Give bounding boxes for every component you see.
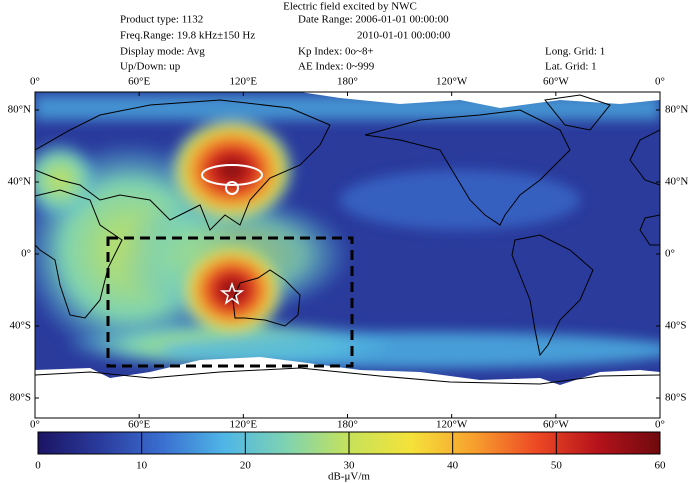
lon-label-top: 60°W — [543, 76, 569, 88]
map-field — [35, 92, 660, 418]
lat-label-left: 40°S — [9, 320, 31, 332]
info-display-mode: Display mode: Avg — [120, 46, 205, 58]
lon-label-top: 120°E — [230, 76, 258, 88]
lat-label-right: 80°S — [665, 392, 687, 404]
colorbar-tick-label: 0 — [35, 460, 41, 472]
lon-label-bottom: 60°W — [543, 419, 569, 431]
colorbar-tick-label: 50 — [551, 460, 563, 472]
info-freq-range: Freq.Range: 19.8 kHz±150 Hz — [120, 30, 255, 42]
lat-label-right: 0° — [665, 248, 675, 260]
info-long-grid: Long. Grid: 1 — [545, 46, 605, 58]
lon-label-bottom: 60°E — [128, 419, 150, 431]
lon-label-top: 0° — [655, 76, 665, 88]
info-date-end: 2010-01-01 00:00:00 — [357, 30, 451, 42]
lat-label-right: 40°S — [665, 320, 687, 332]
colorbar-tick-label: 40 — [447, 460, 459, 472]
lat-label-left: 80°S — [9, 392, 31, 404]
lat-label-right: 40°N — [665, 176, 688, 188]
info-kp-index: Kp Index: 0o~8+ — [298, 46, 374, 58]
lon-label-top: 180° — [337, 76, 358, 88]
conjugate-point — [225, 181, 239, 195]
lon-label-bottom: 120°W — [436, 419, 468, 431]
info-lat-grid: Lat. Grid: 1 — [545, 61, 597, 73]
info-date-range: Date Range: 2006-01-01 00:00:00 — [298, 14, 449, 26]
colorbar-tick-label: 30 — [344, 460, 356, 472]
colorbar-tick-label: 20 — [240, 460, 252, 472]
lon-label-top: 60°E — [128, 76, 150, 88]
coastlines — [35, 94, 660, 385]
lat-label-left: 40°N — [8, 176, 31, 188]
lon-label-top: 120°W — [436, 76, 468, 88]
lon-label-bottom: 0° — [655, 419, 665, 431]
lat-label-right: 80°N — [665, 104, 688, 116]
lon-label-top: 0° — [30, 76, 40, 88]
colorbar-tick-label: 60 — [655, 460, 667, 472]
info-product-type: Product type: 1132 — [120, 14, 203, 26]
info-ae-index: AE Index: 0~999 — [298, 61, 375, 73]
lon-label-bottom: 180° — [337, 419, 358, 431]
colorbar-label: dB-μV/m — [328, 471, 370, 483]
colorbar-tick-label: 10 — [136, 460, 148, 472]
no-data-south — [35, 357, 660, 418]
conjugate-ellipse — [201, 164, 263, 186]
lon-label-bottom: 0° — [30, 419, 40, 431]
transmitter-star — [219, 281, 245, 305]
info-up-down: Up/Down: up — [120, 61, 181, 73]
title: Electric field excited by NWC — [283, 1, 417, 13]
lat-label-left: 0° — [21, 248, 31, 260]
lat-label-left: 80°N — [8, 104, 31, 116]
region-box — [106, 236, 354, 368]
lon-label-bottom: 120°E — [230, 419, 258, 431]
